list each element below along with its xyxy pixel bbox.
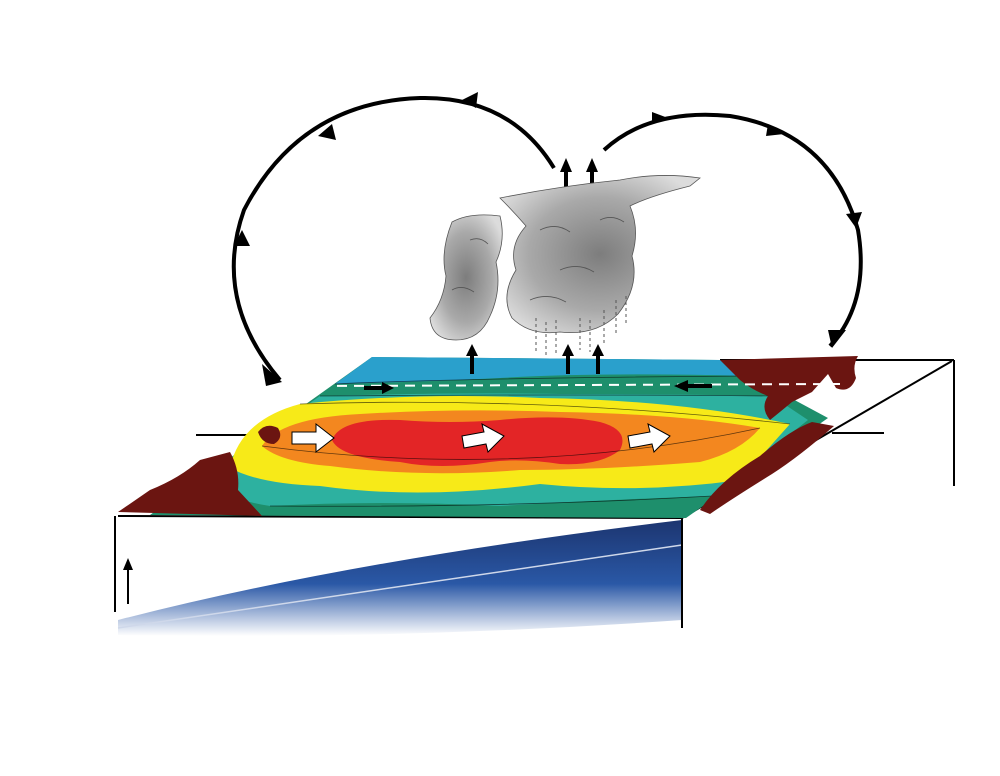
land-east: [720, 356, 858, 420]
box-front-top-edge: [117, 515, 683, 519]
surface-winds: [319, 380, 841, 394]
walker-cell-west: [231, 95, 556, 382]
cloud-detail-lines: [451, 217, 625, 303]
cloud-anvil: [499, 175, 701, 334]
circulation-arrow-icon: [231, 92, 556, 386]
thermocline-water: [118, 520, 682, 636]
sst-band-blue: [335, 357, 750, 384]
circulation-arrow-icon: [602, 112, 863, 348]
up-arrow-icon: [466, 344, 478, 374]
land-east-coast: [700, 422, 834, 514]
up-arrow-icon: [123, 558, 133, 604]
land-west: [118, 452, 262, 516]
land-masses: [118, 356, 858, 516]
sst-contour-lines: [261, 375, 791, 507]
ocean-currents: [291, 422, 671, 454]
right-arrow-icon: [291, 422, 335, 454]
cloud-icon: [429, 175, 701, 341]
up-arrow-icon: [562, 344, 574, 374]
up-arrow-icon: [592, 344, 604, 374]
right-arrow-icon: [364, 382, 394, 394]
land-west-island: [258, 425, 281, 444]
walker-cell-east: [602, 112, 863, 348]
convection-arrows: [466, 158, 604, 374]
thermocline-line: [117, 544, 683, 629]
trade-wind-dashed: [319, 383, 841, 387]
right-arrow-icon: [627, 423, 671, 453]
left-arrow-icon: [674, 380, 712, 392]
right-arrow-icon: [461, 423, 505, 453]
cloud-small-tower: [429, 214, 503, 341]
